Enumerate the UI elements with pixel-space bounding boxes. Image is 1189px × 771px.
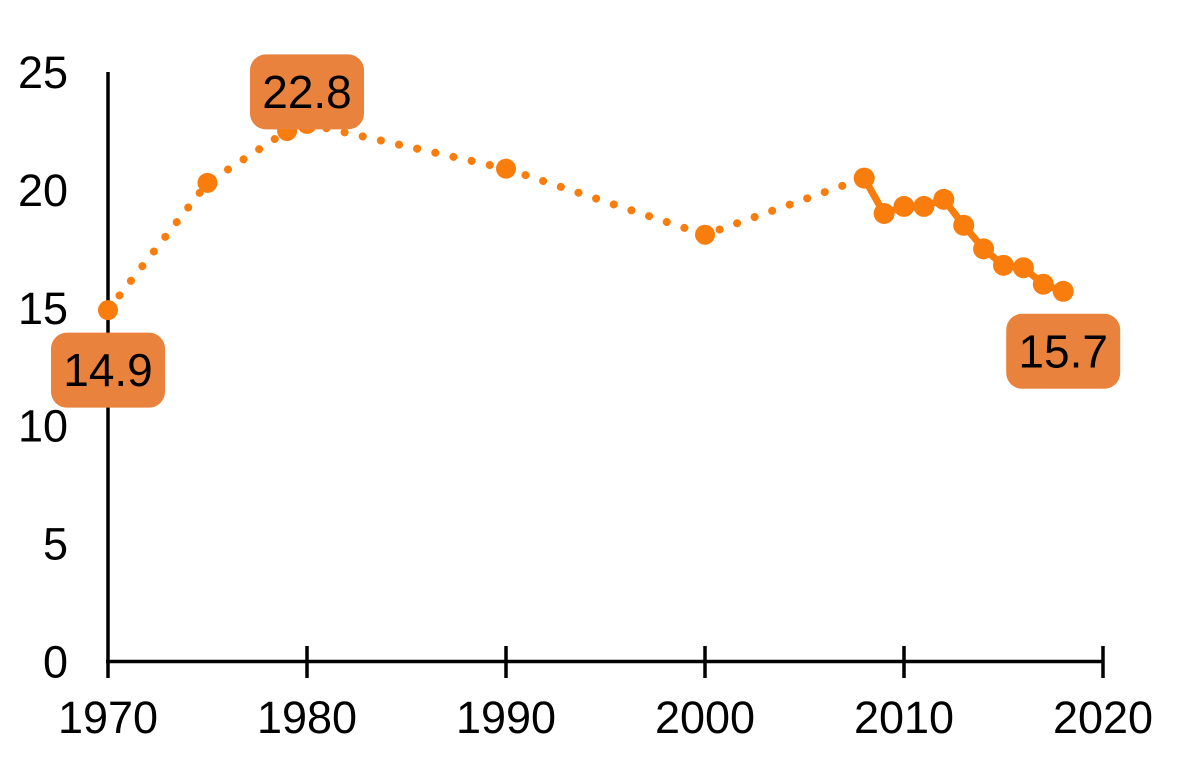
data-point-marker: [197, 172, 218, 193]
data-point-marker: [973, 238, 995, 260]
x-axis-tick-label: 1980: [257, 692, 357, 743]
data-point-marker: [853, 167, 875, 189]
data-point-marker: [496, 158, 516, 179]
data-point-marker: [873, 202, 895, 224]
x-axis-tick-label: 2020: [1053, 692, 1153, 743]
x-axis-tick-label: 2010: [854, 692, 954, 743]
y-axis-tick-label: 10: [18, 401, 68, 452]
data-label-box: [1006, 313, 1121, 389]
data-point-marker: [913, 195, 935, 217]
data-label-text: 15.7: [1018, 325, 1108, 377]
data-point-marker: [933, 188, 955, 210]
data-point-marker: [695, 224, 715, 245]
data-label-text: 14.9: [63, 344, 153, 396]
x-axis-tick-label: 1990: [456, 692, 556, 743]
y-axis-tick-label: 25: [18, 47, 68, 98]
data-point-marker: [1052, 280, 1074, 302]
x-axis-tick-label: 2000: [655, 692, 755, 743]
series-line-dotted: [104, 119, 869, 315]
data-point-marker: [953, 214, 975, 236]
y-axis-tick-label: 20: [18, 165, 68, 216]
data-point-marker: [993, 254, 1014, 276]
y-axis-tick-label: 0: [43, 637, 68, 688]
data-point-marker: [893, 195, 915, 217]
data-label-box: [51, 332, 165, 408]
data-label-box: [250, 54, 364, 130]
data-point-marker: [1012, 257, 1034, 279]
data-point-marker: [98, 300, 118, 321]
x-axis-tick-label: 1970: [58, 692, 158, 743]
y-axis-tick-label: 5: [43, 519, 68, 570]
data-label-text: 22.8: [262, 66, 352, 118]
data-point-marker: [1032, 273, 1054, 295]
y-axis-tick-label: 15: [18, 283, 68, 334]
